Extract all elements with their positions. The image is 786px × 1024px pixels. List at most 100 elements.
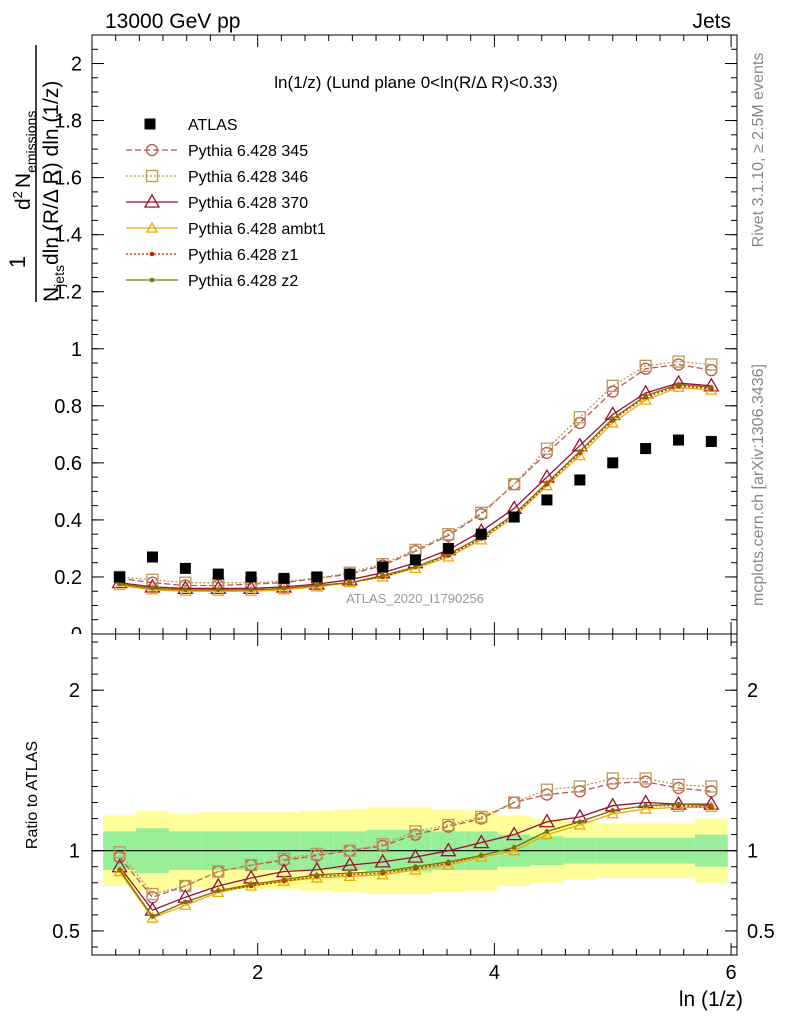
- point-z2: [281, 586, 287, 591]
- ylabel-dln: dln (R/Δ R) dln (1/z): [40, 81, 63, 265]
- ratio-point-z2: [676, 801, 681, 807]
- ylabel-one: 1: [5, 256, 30, 268]
- main-ytick-label: 0.4: [54, 510, 82, 532]
- ylabel-numerator: d2 Nemissions: [10, 111, 39, 210]
- point-p370: [144, 578, 161, 593]
- watermark: ATLAS_2020_I1790256: [346, 591, 484, 606]
- ratio-point-p346: [507, 796, 521, 809]
- point-atlas: [245, 571, 257, 583]
- point-z2: [314, 583, 320, 588]
- ratio-point-ambt1: [540, 828, 554, 840]
- point-z2: [610, 416, 616, 421]
- point-atlas: [114, 571, 126, 583]
- point-z2: [248, 587, 254, 593]
- legend-label-ambt1: Pythia 6.428 ambt1: [188, 221, 326, 238]
- ratio-point-p346: [409, 825, 422, 838]
- ratio-point-p346: [442, 818, 455, 832]
- ratio-point-z2: [248, 882, 254, 887]
- point-atlas: [311, 571, 323, 583]
- ratio-point-ambt1: [508, 844, 521, 856]
- ratio-line-p370: [119, 801, 712, 911]
- ratio-series-z2: [117, 801, 714, 919]
- ratio-point-z2: [446, 859, 451, 865]
- legend-marker-z1: [149, 251, 155, 257]
- ratio-point-ambt1: [376, 868, 389, 880]
- ratio-ytick-label-right: 2: [747, 680, 758, 702]
- main-ytick-label: 1: [71, 339, 82, 361]
- ratio-point-p346: [639, 772, 652, 785]
- ratio-point-ambt1: [310, 871, 323, 883]
- point-z2: [544, 480, 550, 486]
- point-z2: [347, 580, 353, 585]
- ratio-point-z2: [478, 853, 484, 858]
- point-p346: [606, 379, 619, 392]
- point-p370: [242, 580, 260, 595]
- point-ambt1: [146, 583, 159, 595]
- point-z2: [643, 393, 648, 399]
- ratio-point-p370: [506, 826, 523, 841]
- point-atlas: [179, 562, 191, 574]
- ratio-point-z2: [511, 845, 517, 850]
- point-atlas: [212, 568, 224, 580]
- ratio-point-z2: [544, 829, 550, 834]
- point-z2: [577, 449, 583, 454]
- ratio-point-p370: [407, 848, 424, 863]
- ratio-point-ambt1: [442, 858, 455, 870]
- point-atlas: [442, 542, 454, 554]
- point-atlas: [146, 551, 158, 563]
- ratio-point-z2: [643, 803, 648, 809]
- ylabel-N: N: [12, 173, 35, 188]
- legend: ATLAS Pythia 6.428 345 Pythia 6.428 346 Pyt…: [126, 117, 326, 290]
- main-ytick-label: 2: [71, 54, 82, 76]
- ratio-point-p370: [670, 795, 687, 810]
- ratio-point-z2: [183, 899, 188, 905]
- series-atlas: [114, 434, 717, 584]
- point-ambt1: [310, 580, 323, 592]
- main-ytick-label: 1.4: [54, 225, 82, 247]
- main-ytick-zero-wrap: 0: [71, 624, 82, 646]
- point-z2: [150, 586, 155, 591]
- legend-label-z2: Pythia 6.428 z2: [188, 273, 298, 290]
- ratio-point-p346: [310, 847, 324, 861]
- ylabel-jets: jets: [51, 265, 67, 288]
- ratio-point-z2: [347, 870, 353, 876]
- point-ambt1: [705, 383, 718, 395]
- point-atlas: [574, 474, 586, 486]
- main-ytick-label: 0.2: [54, 567, 82, 589]
- ylabel-d: d: [12, 198, 35, 210]
- ratio-point-p346: [606, 772, 619, 785]
- ratio-point-ambt1: [113, 865, 126, 877]
- point-ambt1: [212, 584, 225, 596]
- ratio-point-z2: [413, 864, 418, 870]
- ratio-point-p346: [705, 780, 718, 793]
- ratio-point-p370: [473, 834, 490, 849]
- ratio-point-z2: [380, 869, 385, 874]
- ratio-ylabel: Ratio to ATLAS: [24, 741, 41, 849]
- point-p346: [573, 411, 586, 424]
- ratio-line-p346: [119, 777, 712, 895]
- ratio-point-p346: [113, 846, 126, 859]
- ratio-point-z2: [314, 872, 320, 878]
- point-z2: [380, 573, 385, 578]
- ratio-point-p346: [475, 810, 488, 824]
- main-ytick-label: 0.6: [54, 453, 82, 475]
- legend-marker-z2: [149, 277, 155, 283]
- ratio-point-p346: [376, 838, 389, 851]
- point-p346: [639, 359, 652, 373]
- ratio-point-p346: [212, 865, 225, 878]
- point-p370: [275, 578, 293, 593]
- ratio-series-p346: [113, 772, 718, 901]
- ratio-point-z2: [117, 867, 122, 873]
- point-ambt1: [672, 380, 685, 392]
- ratio-point-p370: [374, 853, 391, 868]
- main-ytick-label: 1.8: [54, 111, 82, 133]
- ratio-point-ambt1: [672, 801, 685, 812]
- main-ytick-label: 0: [71, 624, 82, 646]
- ratio-point-z2: [577, 819, 583, 825]
- main-ytick-label: 0.8: [54, 396, 82, 418]
- main-ytick-label: 1.2: [54, 282, 82, 304]
- ratio-point-p346: [146, 887, 159, 901]
- ratio-ytick-label: 2: [69, 680, 80, 702]
- legend-marker-p370: [143, 193, 161, 208]
- legend-label-p345: Pythia 6.428 345: [188, 143, 308, 160]
